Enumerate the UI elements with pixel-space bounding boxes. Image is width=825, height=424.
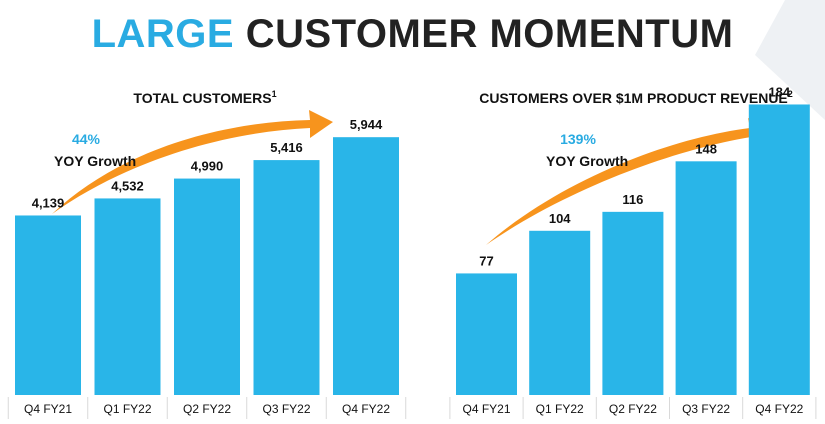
background-chevron-decoration	[755, 0, 825, 120]
growth-arrow	[52, 110, 333, 214]
chart-2: CUSTOMERS OVER $1M PRODUCT REVENUE2 139% Y…	[449, 84, 817, 419]
bar	[456, 273, 517, 395]
value-label: 5,944	[350, 117, 383, 132]
chart-title-text: TOTAL CUSTOMERS	[133, 90, 271, 106]
value-label: 5,416	[270, 140, 303, 155]
value-label: 77	[479, 253, 493, 268]
category-label: Q1 FY22	[103, 402, 151, 416]
bar	[748, 104, 810, 395]
category-label: Q1 FY22	[536, 402, 584, 416]
value-label: 4,139	[32, 195, 65, 210]
page-title-main: CUSTOMER MOMENTUM	[245, 12, 734, 56]
growth-percent: 139%	[560, 131, 596, 147]
bar	[15, 215, 81, 395]
value-label: 4,990	[191, 159, 224, 174]
growth-label: YOY Growth	[54, 153, 136, 169]
chart-title-text: CUSTOMERS OVER $1M PRODUCT REVENUE	[479, 90, 788, 106]
growth-percent: 44%	[72, 131, 101, 147]
growth-label: YOY Growth	[546, 153, 628, 169]
value-label: 116	[622, 192, 643, 207]
bar	[333, 137, 399, 395]
bar	[94, 198, 161, 395]
chart-title: CUSTOMERS OVER $1M PRODUCT REVENUE2	[479, 89, 793, 106]
bar	[602, 211, 664, 395]
growth-arrow	[486, 118, 772, 245]
category-label: Q3 FY22	[682, 402, 730, 416]
chart-1: TOTAL CUSTOMERS1 44% YOY Growth 4,139 Q4 FY2…	[7, 89, 407, 419]
value-label: 104	[549, 211, 571, 226]
bar	[174, 178, 240, 395]
category-label: Q4 FY22	[755, 402, 803, 416]
bar	[675, 161, 737, 395]
category-label: Q2 FY22	[609, 402, 657, 416]
page-title: LARGE CUSTOMER MOMENTUM	[0, 12, 825, 57]
page-title-accent: LARGE	[91, 12, 235, 56]
category-label: Q4 FY21	[24, 402, 72, 416]
value-label: 184	[768, 84, 790, 99]
value-label: 4,532	[111, 178, 144, 193]
chart-title-footnote: 1	[272, 89, 277, 99]
category-label: Q3 FY22	[262, 402, 310, 416]
value-label: 148	[695, 141, 717, 156]
chart-title: TOTAL CUSTOMERS1	[133, 89, 276, 106]
chart-title-footnote: 2	[788, 89, 793, 99]
category-label: Q4 FY22	[342, 402, 390, 416]
bar	[529, 230, 591, 395]
bar	[253, 160, 320, 395]
category-label: Q2 FY22	[183, 402, 231, 416]
category-label: Q4 FY21	[462, 402, 510, 416]
